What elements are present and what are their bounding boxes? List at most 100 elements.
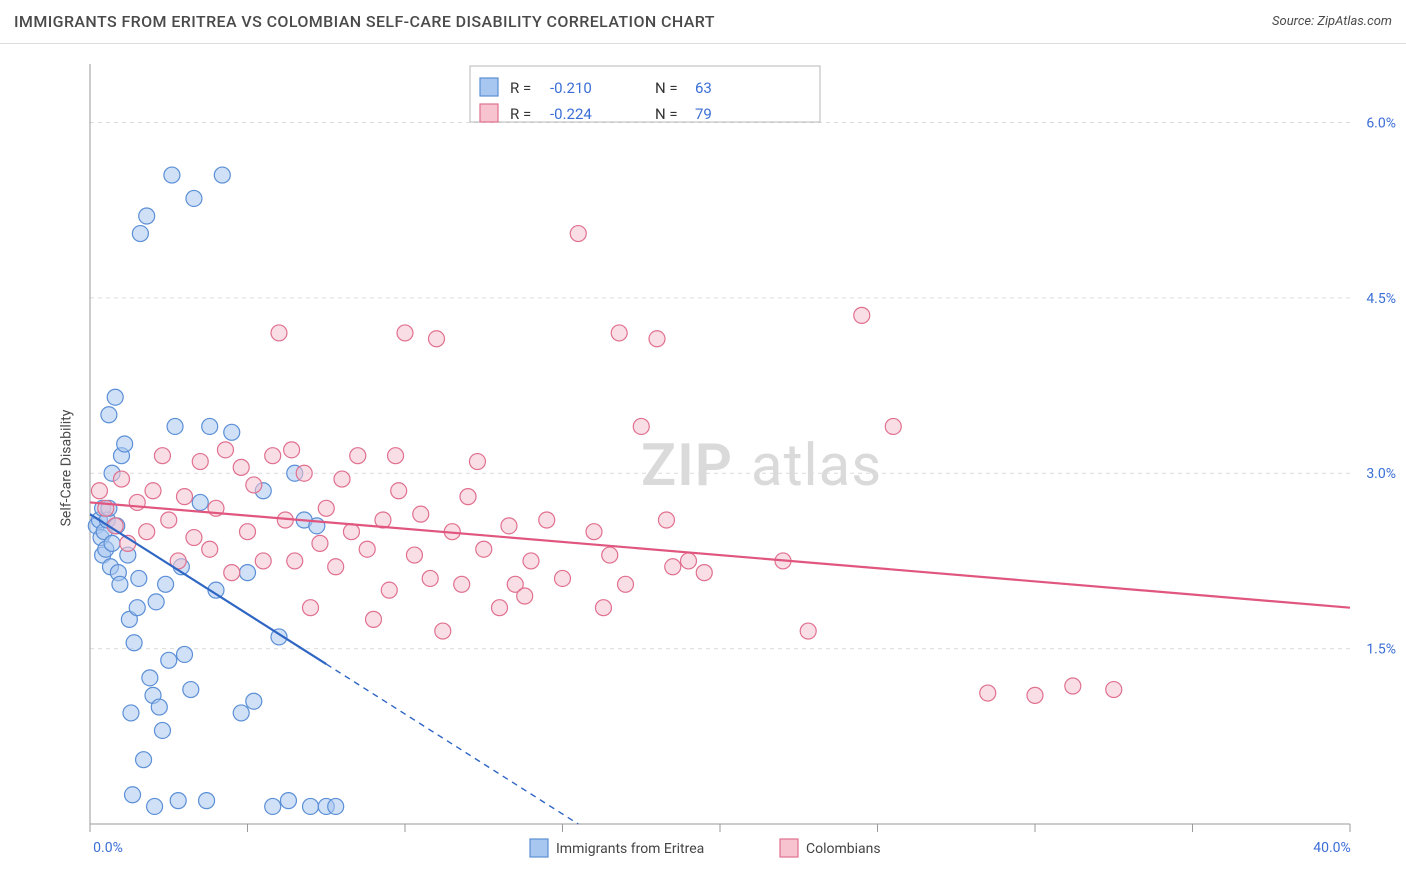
data-point: [658, 512, 674, 528]
data-point: [167, 418, 183, 434]
data-point: [460, 489, 476, 505]
data-point: [284, 442, 300, 458]
data-point: [192, 454, 208, 470]
data-point: [139, 524, 155, 540]
data-point: [154, 722, 170, 738]
data-point: [177, 646, 193, 662]
legend-n-label: N =: [655, 105, 678, 123]
svg-text:ZIP: ZIP: [641, 432, 733, 500]
data-point: [255, 553, 271, 569]
data-point: [649, 331, 665, 347]
chart-title: IMMIGRANTS FROM ERITREA VS COLOMBIAN SEL…: [14, 12, 715, 31]
legend-swatch: [480, 78, 498, 96]
data-point: [633, 418, 649, 434]
data-point: [359, 541, 375, 557]
data-point: [413, 506, 429, 522]
data-point: [125, 787, 141, 803]
data-point: [343, 524, 359, 540]
data-point: [501, 518, 517, 534]
data-point: [240, 565, 256, 581]
data-point: [214, 167, 230, 183]
legend-r-value: -0.210: [550, 79, 592, 97]
data-point: [129, 600, 145, 616]
data-point: [183, 682, 199, 698]
data-point: [154, 448, 170, 464]
data-point: [523, 553, 539, 569]
x-legend-swatch: [780, 839, 798, 857]
series-colombians: [91, 226, 1121, 704]
data-point: [186, 190, 202, 206]
data-point: [388, 448, 404, 464]
data-point: [492, 600, 508, 616]
data-point: [334, 471, 350, 487]
y-tick-label: 3.0%: [1366, 466, 1396, 482]
trend-line-dashed-eritrea: [326, 664, 578, 824]
stats-legend: R =-0.210N =63R =-0.224N =79: [470, 66, 820, 123]
data-point: [233, 705, 249, 721]
data-point: [303, 798, 319, 814]
legend-swatch: [480, 104, 498, 122]
y-tick-label: 6.0%: [1366, 115, 1396, 131]
data-point: [136, 752, 152, 768]
data-point: [381, 582, 397, 598]
data-point: [265, 798, 281, 814]
data-point: [303, 600, 319, 616]
data-point: [318, 500, 334, 516]
data-point: [164, 167, 180, 183]
data-point: [217, 442, 233, 458]
data-point: [148, 594, 164, 610]
data-point: [104, 535, 120, 551]
data-point: [800, 623, 816, 639]
data-point: [665, 559, 681, 575]
data-point: [186, 530, 202, 546]
data-point: [139, 208, 155, 224]
data-point: [123, 705, 139, 721]
y-tick-label: 1.5%: [1366, 642, 1396, 658]
data-point: [114, 471, 130, 487]
data-point: [161, 652, 177, 668]
watermark: ZIPatlas: [641, 432, 882, 500]
data-point: [618, 576, 634, 592]
data-point: [429, 331, 445, 347]
data-point: [91, 483, 107, 499]
data-point: [107, 389, 123, 405]
data-point: [131, 570, 147, 586]
data-point: [312, 535, 328, 551]
data-point: [696, 565, 712, 581]
data-point: [328, 559, 344, 575]
data-point: [1065, 678, 1081, 694]
legend-n-label: N =: [655, 79, 678, 97]
source-label: Source: ZipAtlas.com: [1272, 14, 1392, 29]
data-point: [170, 793, 186, 809]
data-point: [129, 494, 145, 510]
data-point: [397, 325, 413, 341]
legend-n-value: 63: [695, 79, 712, 97]
data-point: [132, 226, 148, 242]
data-point: [586, 524, 602, 540]
plot-wrap: Self-Care Disability ZIPatlas1.5%3.0%4.5…: [0, 44, 1406, 892]
data-point: [246, 693, 262, 709]
data-point: [112, 576, 128, 592]
data-point: [611, 325, 627, 341]
data-point: [476, 541, 492, 557]
data-point: [328, 798, 344, 814]
data-point: [224, 424, 240, 440]
legend-n-value: 79: [695, 105, 712, 123]
data-point: [366, 611, 382, 627]
data-point: [296, 465, 312, 481]
data-point: [602, 547, 618, 563]
data-point: [570, 226, 586, 242]
x-legend-swatch: [530, 839, 548, 857]
data-point: [117, 436, 133, 452]
trend-line-colombians: [90, 502, 1350, 607]
data-point: [422, 570, 438, 586]
data-point: [287, 553, 303, 569]
data-point: [517, 588, 533, 604]
series-eritrea: [88, 167, 343, 814]
legend-r-value: -0.224: [550, 105, 592, 123]
data-point: [854, 307, 870, 323]
x-tick-label: 40.0%: [1313, 840, 1351, 856]
data-point: [595, 600, 611, 616]
y-tick-label: 4.5%: [1366, 291, 1396, 307]
title-bar: IMMIGRANTS FROM ERITREA VS COLOMBIAN SEL…: [0, 0, 1406, 44]
